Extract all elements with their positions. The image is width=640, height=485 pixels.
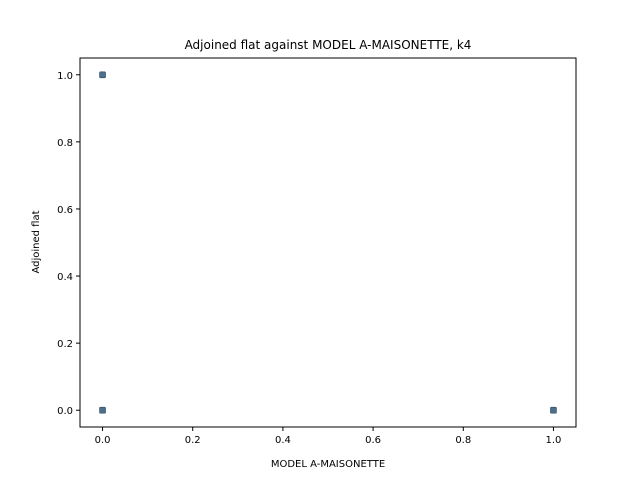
data-points: [99, 71, 557, 414]
scatter-point: [99, 406, 106, 414]
plot-area: [79, 57, 577, 428]
y-tick-label: 0.2: [57, 339, 73, 350]
y-tick-label: 0.6: [57, 205, 73, 216]
x-axis-label: MODEL A-MAISONETTE: [271, 459, 385, 470]
y-tick-label: 0.0: [57, 406, 73, 417]
x-tick-label: 0.0: [95, 435, 111, 446]
x-tick-label: 0.8: [455, 435, 471, 446]
y-tick-label: 0.4: [57, 272, 73, 283]
scatter-point: [99, 71, 106, 79]
x-axis: 0.0 0.2 0.4 0.6 0.8 1.0: [95, 427, 562, 446]
y-tick-label: 1.0: [57, 71, 73, 82]
x-tick-label: 0.4: [275, 435, 291, 446]
y-axis: 0.0 0.2 0.4 0.6 0.8 1.0: [57, 71, 80, 417]
x-tick-label: 1.0: [546, 435, 562, 446]
chart-title: Adjoined flat against MODEL A-MAISONETTE…: [185, 38, 472, 52]
y-axis-label: Adjoined flat: [31, 210, 42, 273]
y-tick-label: 0.8: [57, 138, 73, 149]
scatter-point: [550, 406, 557, 414]
x-tick-label: 0.2: [185, 435, 201, 446]
x-tick-label: 0.6: [365, 435, 381, 446]
